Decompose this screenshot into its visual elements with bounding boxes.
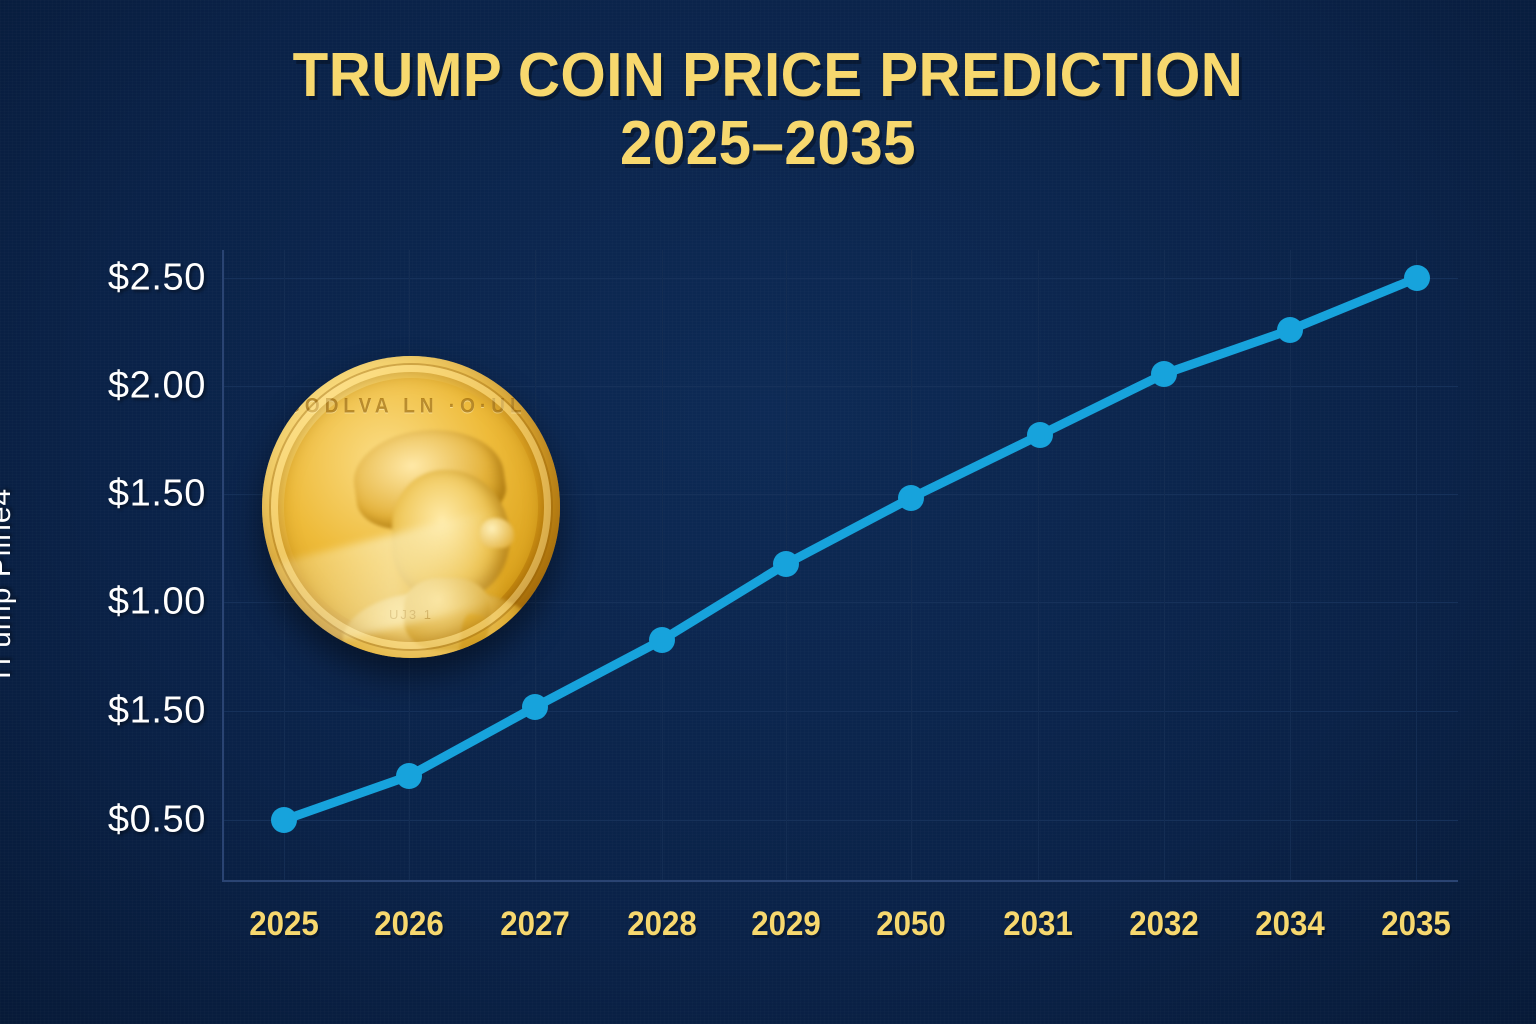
- gridline-vertical: [662, 250, 663, 882]
- gridline-horizontal: [222, 278, 1458, 279]
- x-tick-label: 2034: [1255, 905, 1325, 943]
- gridline-vertical: [1038, 250, 1039, 882]
- x-tick-label: 2050: [876, 905, 946, 943]
- title-line-2: 2025–2035: [620, 108, 916, 178]
- y-tick-label: $1.00: [107, 580, 206, 623]
- gridline-horizontal: [222, 711, 1458, 712]
- y-tick-label: $2.50: [107, 256, 206, 299]
- y-tick-label: $1.50: [107, 472, 206, 515]
- y-tick-label: $1.50: [107, 689, 206, 732]
- x-tick-label: 2032: [1129, 905, 1199, 943]
- gridline-vertical: [911, 250, 912, 882]
- x-axis-line: [222, 880, 1458, 882]
- gridline-horizontal: [222, 820, 1458, 821]
- title-line-1: TRUMP COIN PRICE PREDICTION: [292, 41, 1244, 110]
- gridline-vertical: [1290, 250, 1291, 882]
- data-point-marker[interactable]: [1027, 422, 1053, 448]
- x-tick-label: 2029: [751, 905, 821, 943]
- gridline-vertical: [1164, 250, 1165, 882]
- y-tick-label: $2.00: [107, 364, 206, 407]
- x-tick-label: 2031: [1003, 905, 1073, 943]
- gridline-vertical: [786, 250, 787, 882]
- gridline-vertical: [1416, 250, 1417, 882]
- y-axis-line: [222, 250, 224, 882]
- x-tick-label: 2028: [627, 905, 697, 943]
- x-tick-label: 2027: [500, 905, 570, 943]
- x-tick-label: 2026: [374, 905, 444, 943]
- x-tick-label: 2035: [1381, 905, 1451, 943]
- x-tick-label: 2025: [249, 905, 319, 943]
- page-title: TRUMP COIN PRICE PREDICTION 2025–2035: [0, 41, 1536, 178]
- y-tick-label: $0.50: [107, 798, 206, 841]
- trump-gold-coin-icon: GODLVA LN ·O·ULI UJ3 1: [262, 356, 560, 658]
